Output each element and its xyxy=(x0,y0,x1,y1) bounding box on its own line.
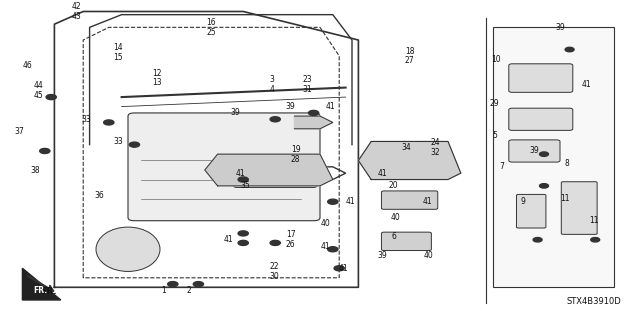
FancyBboxPatch shape xyxy=(509,64,573,92)
Text: 8: 8 xyxy=(564,159,569,168)
Text: 39: 39 xyxy=(285,102,296,111)
Text: 37: 37 xyxy=(14,128,24,137)
FancyBboxPatch shape xyxy=(381,232,431,250)
FancyBboxPatch shape xyxy=(128,113,320,221)
Circle shape xyxy=(270,117,280,122)
Circle shape xyxy=(540,152,548,156)
Text: 20: 20 xyxy=(388,182,399,190)
Text: 41: 41 xyxy=(378,169,388,178)
FancyBboxPatch shape xyxy=(493,27,614,287)
Text: 29: 29 xyxy=(489,99,499,108)
Circle shape xyxy=(168,282,178,287)
Text: 9: 9 xyxy=(520,197,525,206)
Text: 12
13: 12 13 xyxy=(152,69,162,87)
FancyBboxPatch shape xyxy=(234,159,317,188)
Circle shape xyxy=(238,177,248,182)
Text: 2: 2 xyxy=(186,286,191,295)
Circle shape xyxy=(565,47,574,52)
Text: FR.: FR. xyxy=(33,286,47,295)
FancyBboxPatch shape xyxy=(509,140,560,162)
Circle shape xyxy=(193,282,204,287)
Circle shape xyxy=(270,241,280,245)
Circle shape xyxy=(308,110,319,115)
Text: FR.: FR. xyxy=(42,287,57,296)
Circle shape xyxy=(334,266,344,271)
Ellipse shape xyxy=(96,227,160,271)
Text: 42
43: 42 43 xyxy=(72,2,82,21)
FancyBboxPatch shape xyxy=(561,182,597,234)
Polygon shape xyxy=(205,154,333,186)
Text: 41: 41 xyxy=(339,264,349,273)
Polygon shape xyxy=(22,268,61,300)
Text: 11: 11 xyxy=(560,194,569,203)
Text: 1: 1 xyxy=(161,286,166,295)
Text: 39: 39 xyxy=(555,23,565,32)
Text: 41: 41 xyxy=(326,102,336,111)
Circle shape xyxy=(129,142,140,147)
Circle shape xyxy=(238,231,248,236)
Text: 41: 41 xyxy=(581,80,591,89)
FancyBboxPatch shape xyxy=(381,191,438,209)
Text: 23
31: 23 31 xyxy=(302,75,312,94)
Text: 39: 39 xyxy=(529,146,540,155)
Text: 7: 7 xyxy=(499,162,504,171)
Text: 5: 5 xyxy=(492,130,497,140)
Text: 40: 40 xyxy=(424,251,434,260)
Text: 22
30: 22 30 xyxy=(269,262,279,281)
Text: 34: 34 xyxy=(401,143,412,152)
Text: 35: 35 xyxy=(241,182,251,190)
Circle shape xyxy=(591,238,600,242)
Text: 41: 41 xyxy=(345,197,355,206)
Circle shape xyxy=(46,94,56,100)
FancyBboxPatch shape xyxy=(509,108,573,130)
Polygon shape xyxy=(358,141,461,180)
Text: 16
25: 16 25 xyxy=(206,18,216,37)
Text: 44
45: 44 45 xyxy=(33,81,44,100)
Text: 40: 40 xyxy=(390,213,401,222)
Text: 39: 39 xyxy=(230,108,241,117)
Text: 36: 36 xyxy=(94,191,104,200)
FancyBboxPatch shape xyxy=(516,194,546,228)
Text: 33: 33 xyxy=(81,115,92,124)
Text: 17
26: 17 26 xyxy=(285,230,296,249)
Text: 41: 41 xyxy=(223,235,234,244)
Text: 19
28: 19 28 xyxy=(291,145,301,164)
Text: 18
27: 18 27 xyxy=(404,47,415,65)
Circle shape xyxy=(533,238,542,242)
Text: 3
4: 3 4 xyxy=(269,75,275,94)
Polygon shape xyxy=(294,116,333,129)
Text: 40: 40 xyxy=(321,219,331,228)
Circle shape xyxy=(238,241,248,245)
Text: 10: 10 xyxy=(491,55,501,63)
Text: 6: 6 xyxy=(391,232,396,241)
Text: STX4B3910D: STX4B3910D xyxy=(566,297,621,306)
Text: 38: 38 xyxy=(30,166,40,174)
Circle shape xyxy=(328,199,338,204)
Text: 14
15: 14 15 xyxy=(113,43,124,62)
Text: 41: 41 xyxy=(321,241,331,251)
Text: 11: 11 xyxy=(589,216,598,225)
Text: 46: 46 xyxy=(22,61,33,70)
Circle shape xyxy=(540,184,548,188)
Circle shape xyxy=(104,120,114,125)
Text: 41: 41 xyxy=(422,197,433,206)
Circle shape xyxy=(328,247,338,252)
Text: 24
32: 24 32 xyxy=(430,138,440,157)
Circle shape xyxy=(40,148,50,153)
Text: 41: 41 xyxy=(236,169,246,178)
Text: 39: 39 xyxy=(378,251,388,260)
Text: 33: 33 xyxy=(113,137,124,146)
